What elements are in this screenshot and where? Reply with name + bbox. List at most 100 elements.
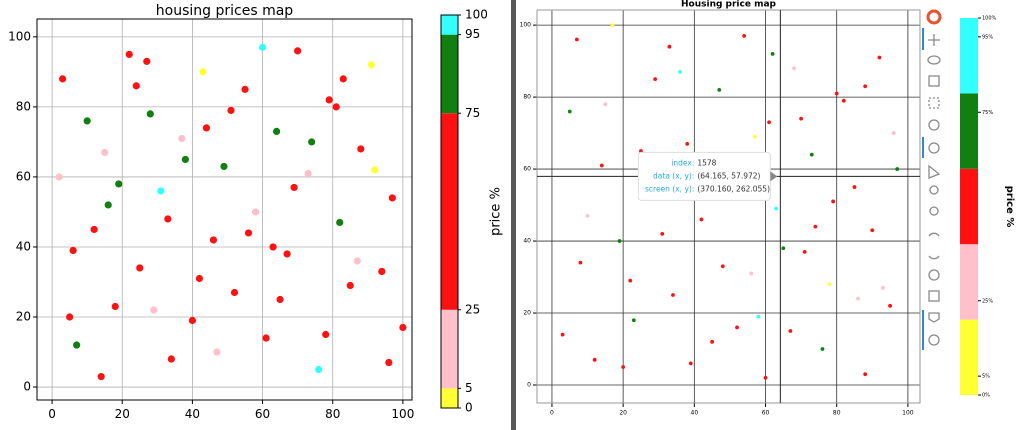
- point: [385, 358, 393, 367]
- reset-tool[interactable]: [928, 269, 940, 281]
- point: [209, 236, 218, 244]
- redo-tool[interactable]: [928, 255, 940, 260]
- x-tick-label: 60: [255, 407, 270, 421]
- point: [827, 282, 832, 287]
- point: [628, 278, 633, 283]
- colorbar-label: price %: [489, 187, 504, 236]
- point: [578, 260, 583, 265]
- point: [258, 43, 267, 51]
- y-tick-label: 100: [8, 29, 31, 43]
- plot-frame: [536, 9, 921, 404]
- y-tick-label: 80: [523, 94, 531, 101]
- help-tool[interactable]: [928, 334, 940, 346]
- point: [717, 87, 722, 92]
- point: [813, 224, 818, 229]
- y-tick-label: 40: [16, 239, 31, 253]
- point: [852, 185, 857, 189]
- point: [599, 163, 604, 168]
- point: [83, 117, 91, 125]
- bokeh-logo[interactable]: [926, 9, 942, 25]
- point: [720, 264, 725, 269]
- point: [631, 318, 636, 323]
- colorbar-segment: [960, 93, 978, 169]
- colorbar-tick-label: 75%: [982, 110, 993, 116]
- point: [132, 82, 140, 90]
- undo-tool[interactable]: [928, 232, 940, 237]
- point: [895, 167, 900, 171]
- tap-tool[interactable]: [928, 142, 940, 154]
- point: [863, 372, 868, 377]
- point: [220, 162, 228, 171]
- tooltip-pointer: [770, 171, 778, 182]
- point: [143, 57, 151, 65]
- x-tick-label: 60: [762, 410, 770, 417]
- poly-select-tool[interactable]: [928, 164, 941, 179]
- x-tick-label: 20: [115, 407, 130, 421]
- pan-tool[interactable]: [928, 34, 940, 46]
- point: [322, 330, 330, 339]
- point: [199, 68, 207, 76]
- point: [831, 199, 836, 204]
- point: [841, 98, 846, 103]
- point: [774, 206, 779, 211]
- point: [756, 314, 761, 319]
- point: [346, 281, 354, 290]
- point: [678, 70, 682, 74]
- point: [90, 225, 98, 234]
- point: [262, 334, 270, 342]
- point: [315, 365, 323, 374]
- tooltip-label: index:: [671, 158, 694, 167]
- colorbar-segment: [441, 15, 458, 35]
- point: [891, 131, 896, 135]
- point: [752, 134, 757, 139]
- zoom-in-tool[interactable]: [929, 185, 939, 195]
- point: [353, 257, 361, 265]
- point: [294, 47, 302, 55]
- point: [167, 355, 175, 363]
- toolbar: [926, 9, 942, 346]
- point: [749, 271, 754, 276]
- point: [378, 267, 386, 276]
- y-tick-label: 20: [16, 310, 31, 324]
- point: [603, 102, 608, 107]
- chart: housing prices map 0 20 40 60 80 100 0 20 40 60 80 1…: [8, 3, 503, 421]
- point: [685, 141, 690, 146]
- colorbar-tick-label: 100: [465, 8, 488, 22]
- point: [339, 75, 347, 83]
- point: [688, 361, 693, 366]
- chart-title: housing prices map: [156, 3, 294, 19]
- point: [66, 313, 74, 321]
- box-select-tool[interactable]: [928, 97, 940, 109]
- point: [227, 106, 235, 114]
- point: [592, 357, 597, 362]
- point: [69, 246, 77, 255]
- colorbar-tick-label: 95%: [982, 34, 993, 40]
- colorbar-tick-label: 25%: [982, 298, 993, 304]
- point: [671, 293, 675, 297]
- hover-tool[interactable]: [928, 312, 940, 323]
- point: [863, 84, 868, 89]
- point: [230, 288, 239, 297]
- x-tick-label: 20: [619, 410, 627, 417]
- divider: [511, 0, 516, 430]
- point: [788, 329, 793, 333]
- y-tick-label: 60: [16, 169, 31, 183]
- zoom-out-tool[interactable]: [929, 206, 939, 216]
- point: [820, 347, 825, 351]
- point: [308, 138, 316, 146]
- x-tick-label: 0: [550, 410, 554, 417]
- y-tick-label: 100: [520, 22, 532, 29]
- point: [357, 145, 365, 153]
- y-tick-label: 20: [523, 310, 531, 317]
- box-zoom-tool[interactable]: [928, 75, 940, 87]
- point: [59, 75, 67, 83]
- save-tool[interactable]: [928, 290, 940, 302]
- point: [802, 249, 807, 254]
- point: [585, 213, 590, 218]
- lasso-tool[interactable]: [927, 55, 941, 65]
- point: [888, 303, 893, 308]
- colorbar-segment: [441, 388, 458, 408]
- point: [767, 120, 771, 125]
- wheel-zoom-tool[interactable]: [928, 119, 940, 131]
